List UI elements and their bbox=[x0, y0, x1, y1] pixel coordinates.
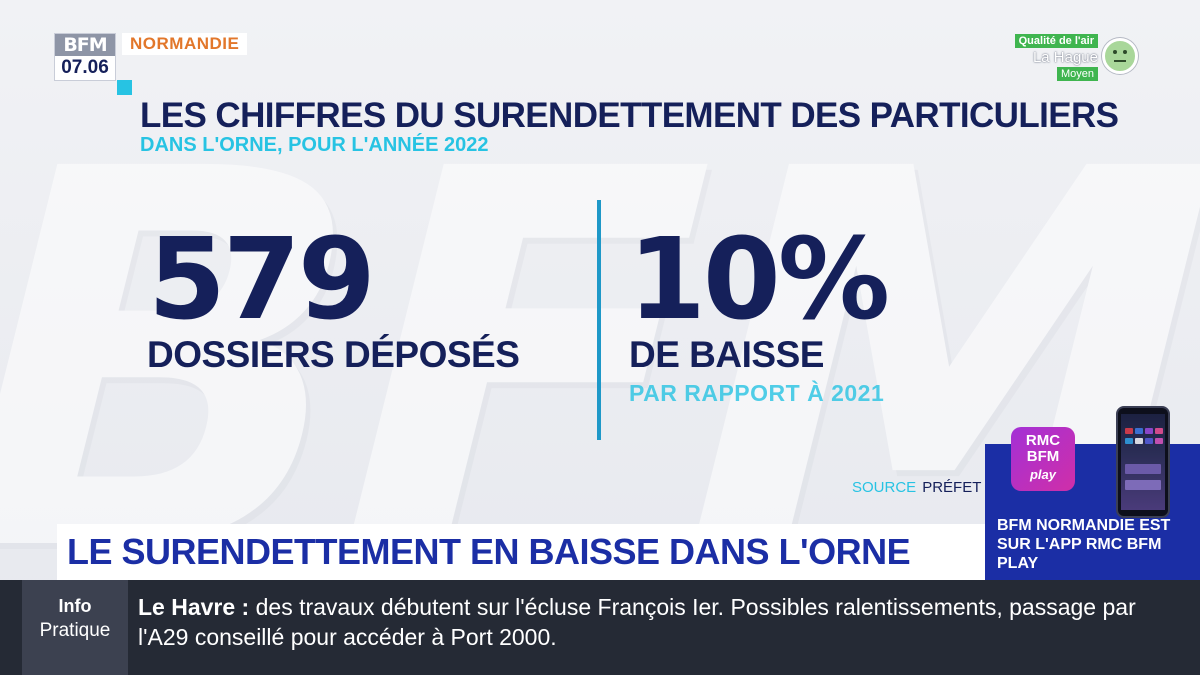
phone-tile bbox=[1145, 428, 1153, 434]
stat-baisse-value: 10% bbox=[628, 215, 890, 345]
phone-tile bbox=[1135, 438, 1143, 444]
channel-logo-text: BFM bbox=[55, 34, 115, 56]
phone-tile bbox=[1155, 428, 1163, 434]
accent-square bbox=[117, 80, 132, 95]
air-quality-title: Qualité de l'air bbox=[1014, 34, 1098, 48]
phone-tile bbox=[1125, 480, 1161, 490]
clock-time: 07.06 bbox=[61, 57, 109, 78]
face-eye-left bbox=[1113, 50, 1117, 54]
ticker-badge-line1: Info bbox=[58, 596, 92, 616]
air-quality-widget: Qualité de l'air La Hague Moyen bbox=[1004, 32, 1144, 82]
headline-bar: LE SURENDETTEMENT EN BAISSE DANS L'ORNE bbox=[57, 524, 985, 580]
face-mouth bbox=[1114, 60, 1126, 62]
face-eye-right bbox=[1123, 50, 1127, 54]
region-tag: NORMANDIE bbox=[122, 33, 248, 55]
headline-text: LE SURENDETTEMENT EN BAISSE DANS L'ORNE bbox=[67, 531, 911, 572]
neutral-face-icon bbox=[1102, 38, 1138, 74]
ticker-message: des travaux débutent sur l'écluse Franço… bbox=[138, 594, 1136, 650]
news-ticker: Info Pratique Le Havre : des travaux déb… bbox=[0, 580, 1200, 675]
source-value: PRÉFET bbox=[922, 479, 982, 496]
phone-tile bbox=[1145, 438, 1153, 444]
promo-logo-line1: RMC bbox=[1025, 432, 1061, 449]
promo-text: BFM NORMANDIE EST SUR L'APP RMC BFM PLAY bbox=[997, 517, 1171, 572]
smartphone-icon bbox=[1116, 406, 1170, 518]
ticker-place: Le Havre : bbox=[138, 594, 250, 620]
stat-baisse-label: DE BAISSE bbox=[629, 334, 824, 375]
phone-tile bbox=[1125, 428, 1133, 434]
ticker-body: Le Havre : des travaux débutent sur l'éc… bbox=[138, 592, 1188, 652]
channel-logo: BFM 07.06 bbox=[54, 33, 116, 81]
stat-dossiers-label: DOSSIERS DÉPOSÉS bbox=[147, 334, 520, 375]
source-label: SOURCE bbox=[852, 479, 917, 496]
infographic-title: LES CHIFFRES DU SURENDETTEMENT DES PARTI… bbox=[140, 96, 1119, 135]
ticker-badge: Info Pratique bbox=[22, 580, 128, 675]
phone-screen bbox=[1121, 414, 1165, 510]
infographic-subtitle: DANS L'ORNE, POUR L'ANNÉE 2022 bbox=[140, 134, 489, 156]
stat-divider bbox=[597, 200, 601, 440]
air-quality-level: Moyen bbox=[1056, 67, 1098, 81]
promo-logo-line3: play bbox=[1029, 467, 1056, 482]
source-line: SOURCE PRÉFET bbox=[852, 479, 981, 496]
stat-baisse-note: PAR RAPPORT À 2021 bbox=[629, 380, 885, 406]
phone-tile bbox=[1135, 428, 1143, 434]
phone-tile bbox=[1155, 438, 1163, 444]
air-quality-city: La Hague bbox=[1032, 49, 1098, 66]
phone-tile bbox=[1125, 438, 1133, 444]
promo-logo-line2: BFM bbox=[1026, 448, 1060, 465]
ticker-badge-line2: Pratique bbox=[39, 620, 111, 641]
app-promo: RMC BFM play BFM NORMANDIE EST SUR L'APP… bbox=[985, 406, 1200, 580]
rmc-bfm-play-logo: RMC BFM play bbox=[1011, 427, 1075, 491]
stat-dossiers-value: 579 bbox=[148, 215, 376, 345]
phone-tile bbox=[1125, 464, 1161, 474]
